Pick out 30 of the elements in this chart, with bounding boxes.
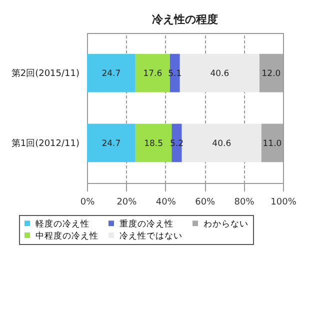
- chart-title: 冷え性の程度: [152, 13, 218, 26]
- bar: [261, 124, 283, 162]
- bar: [87, 124, 136, 162]
- bar: [135, 54, 170, 92]
- y-tick-label: 第2回(2015/11): [11, 68, 80, 80]
- x-tick-label: 80%: [234, 198, 255, 208]
- legend-label: わからない: [204, 219, 248, 230]
- x-tick-label: 0%: [80, 198, 96, 208]
- legend-label: 中程度の冷え性: [36, 230, 98, 242]
- bar: [135, 124, 172, 162]
- bar: [259, 54, 283, 92]
- legend-label: 重度の冷え性: [120, 218, 174, 230]
- legend-label: 冷え性ではない: [120, 230, 182, 242]
- bar: [87, 54, 136, 92]
- data-label: 17.6: [143, 69, 162, 80]
- data-label: 24.7: [102, 138, 121, 149]
- data-label: 24.7: [102, 69, 121, 80]
- data-label: 40.6: [210, 69, 230, 80]
- data-label: 40.6: [212, 138, 232, 149]
- x-tick-label: 20%: [116, 198, 138, 208]
- bar: [182, 124, 262, 162]
- bar: [180, 54, 260, 92]
- legend-label: 軽度の冷え性: [36, 218, 90, 230]
- x-tick-label: 100%: [270, 198, 297, 208]
- data-label: 18.5: [144, 138, 164, 149]
- x-tick-label: 60%: [195, 198, 216, 208]
- data-label: 12.0: [262, 69, 281, 80]
- x-tick-label: 40%: [156, 198, 176, 208]
- y-tick-label: 第1回(2012/11): [11, 138, 80, 149]
- data-label: 11.0: [262, 138, 282, 149]
